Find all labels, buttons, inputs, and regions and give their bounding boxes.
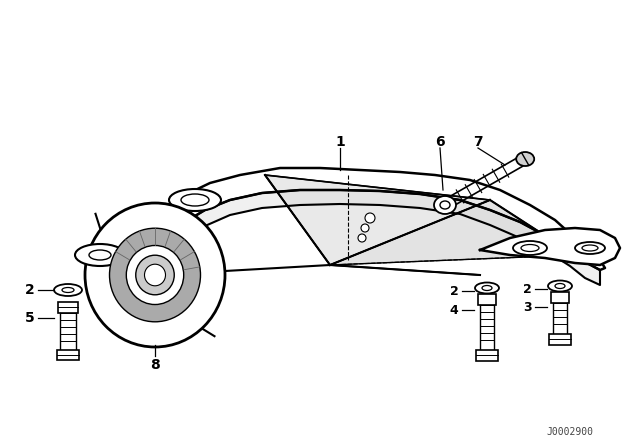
Ellipse shape xyxy=(75,244,125,266)
Text: 7: 7 xyxy=(473,135,483,149)
Circle shape xyxy=(361,224,369,232)
Text: 8: 8 xyxy=(150,358,160,372)
Ellipse shape xyxy=(440,201,450,209)
Ellipse shape xyxy=(521,245,539,251)
Polygon shape xyxy=(330,200,575,265)
Ellipse shape xyxy=(575,242,605,254)
Ellipse shape xyxy=(54,284,82,296)
Ellipse shape xyxy=(169,189,221,211)
Bar xyxy=(478,294,496,305)
Bar xyxy=(476,350,498,361)
Text: 3: 3 xyxy=(523,301,531,314)
Text: 1: 1 xyxy=(335,135,345,149)
Ellipse shape xyxy=(555,284,565,289)
Ellipse shape xyxy=(434,196,456,214)
Ellipse shape xyxy=(62,288,74,293)
Ellipse shape xyxy=(475,283,499,293)
Bar xyxy=(549,334,571,345)
Polygon shape xyxy=(155,168,605,270)
Text: 5: 5 xyxy=(25,311,35,325)
Text: 2: 2 xyxy=(450,284,458,297)
Polygon shape xyxy=(480,228,620,265)
Ellipse shape xyxy=(548,280,572,292)
Ellipse shape xyxy=(85,203,225,347)
Text: J0002900: J0002900 xyxy=(547,427,593,437)
Ellipse shape xyxy=(516,152,534,166)
Ellipse shape xyxy=(126,246,184,305)
Text: 2: 2 xyxy=(25,283,35,297)
Ellipse shape xyxy=(118,255,156,295)
Text: 6: 6 xyxy=(435,135,445,149)
Circle shape xyxy=(358,234,366,242)
Text: 2: 2 xyxy=(523,283,531,296)
Ellipse shape xyxy=(482,285,492,290)
Ellipse shape xyxy=(582,245,598,251)
Ellipse shape xyxy=(136,255,174,295)
Polygon shape xyxy=(265,175,490,265)
Ellipse shape xyxy=(145,264,166,286)
Text: 4: 4 xyxy=(450,303,458,316)
Ellipse shape xyxy=(89,250,111,260)
Ellipse shape xyxy=(109,228,200,322)
Ellipse shape xyxy=(513,241,547,255)
Ellipse shape xyxy=(181,194,209,206)
Bar xyxy=(58,302,78,313)
Bar xyxy=(551,292,569,303)
Polygon shape xyxy=(155,190,600,285)
Circle shape xyxy=(365,213,375,223)
Bar xyxy=(57,350,79,360)
